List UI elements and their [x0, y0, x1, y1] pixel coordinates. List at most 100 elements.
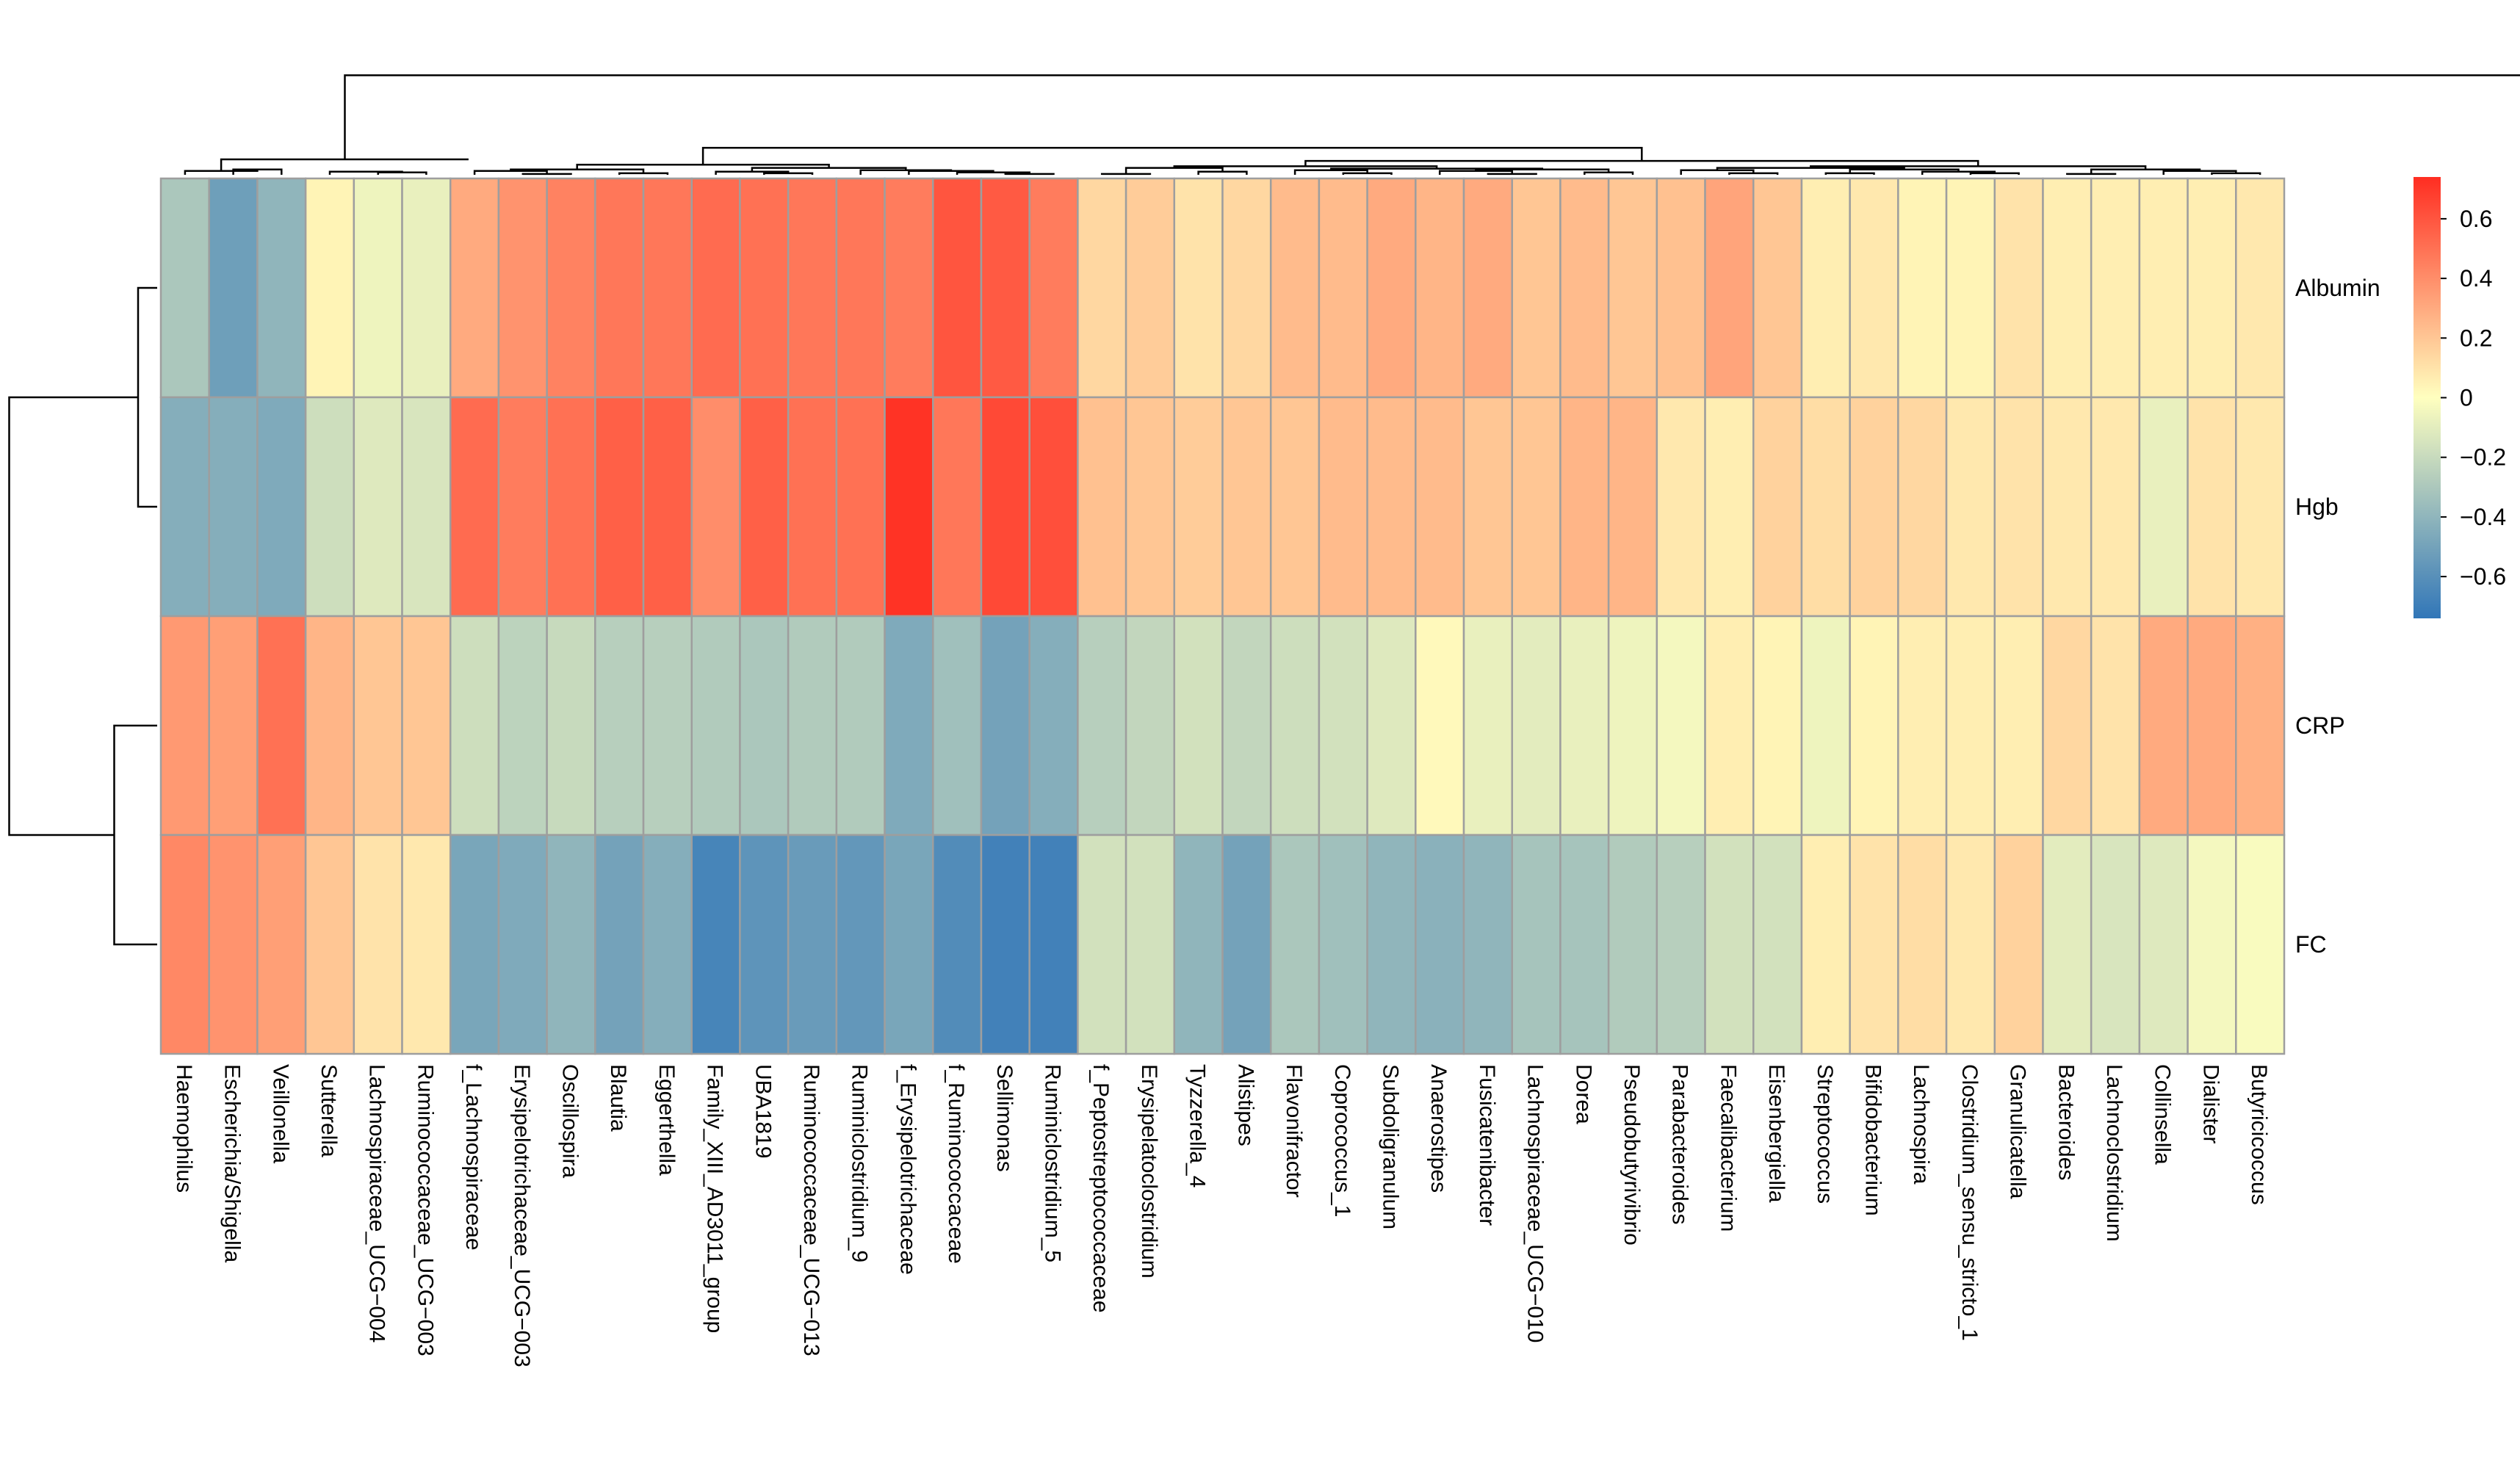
heatmap-cell — [690, 834, 741, 1055]
heatmap-cell — [1607, 834, 1658, 1055]
heatmap-cell — [594, 177, 645, 399]
heatmap-cell — [1269, 615, 1321, 836]
column-label: f_Lachnospiraceae — [461, 1064, 485, 1251]
row-label: CRP — [2295, 712, 2345, 739]
heatmap-cell — [2042, 834, 2093, 1055]
heatmap-cell — [594, 396, 645, 618]
heatmap-cell — [159, 396, 210, 618]
heatmap-cell — [2138, 396, 2189, 618]
heatmap-cell — [208, 615, 259, 836]
row-dendrogram — [8, 286, 157, 946]
row-label: Hgb — [2295, 494, 2339, 520]
heatmap-cell — [1511, 615, 1562, 836]
heatmap-cell — [884, 834, 934, 1055]
column-label: Clostridium_sensu_stricto_1 — [1957, 1064, 1982, 1341]
heatmap-cell — [1849, 834, 1899, 1055]
heatmap-cell — [1173, 177, 1224, 399]
column-label: Dorea — [1571, 1064, 1595, 1124]
column-label: Blautia — [606, 1064, 630, 1132]
heatmap-cell — [2187, 396, 2237, 618]
row-label: FC — [2295, 931, 2327, 958]
heatmap-cell — [2138, 615, 2189, 836]
heatmap-cell — [1897, 396, 1948, 618]
column-label: Ruminiclostridium_9 — [848, 1064, 872, 1262]
heatmap-cell — [1077, 177, 1127, 399]
column-label: f_Ruminococcaceae — [944, 1064, 968, 1264]
heatmap-cell — [304, 396, 355, 618]
heatmap-cell — [2138, 177, 2189, 399]
heatmap-cell — [932, 834, 983, 1055]
heatmap-cell — [835, 834, 886, 1055]
column-label: Erysipelotrichaceae_UCG−003 — [510, 1064, 534, 1367]
heatmap-cell — [739, 834, 790, 1055]
column-label: Bifidobacterium — [1861, 1064, 1885, 1216]
heatmap-cell — [1077, 615, 1127, 836]
row-dendrogram-branch — [113, 724, 157, 946]
column-label: Lachnospiraceae_UCG−004 — [365, 1064, 389, 1342]
heatmap-cell — [2187, 177, 2237, 399]
heatmap-cell — [497, 834, 548, 1055]
heatmap-cell — [1221, 396, 1272, 618]
heatmap-cell — [353, 834, 403, 1055]
row-labels: Albumin Hgb CRP FC — [2295, 275, 2380, 958]
heatmap-cell — [642, 177, 693, 399]
heatmap-cell — [835, 177, 886, 399]
heatmap-cell — [1607, 396, 1658, 618]
heatmap-cell — [497, 396, 548, 618]
legend-tick-label: 0.6 — [2460, 206, 2492, 232]
legend-tick-label: 0 — [2460, 385, 2473, 411]
heatmap-cell — [159, 834, 210, 1055]
heatmap-cell — [208, 834, 259, 1055]
heatmap-cell — [1415, 177, 1465, 399]
column-label: Family_XIII_AD3011_group — [703, 1064, 727, 1333]
heatmap-cell — [1800, 396, 1851, 618]
heatmap-cell — [497, 615, 548, 836]
column-label: Subdoligranulum — [1379, 1064, 1403, 1229]
heatmap-cell — [980, 177, 1030, 399]
heatmap-cell — [1849, 615, 1899, 836]
heatmap-cell — [304, 177, 355, 399]
heatmap-cell — [401, 834, 452, 1055]
heatmap-cell — [1124, 177, 1176, 399]
column-label: Tyzzerella_4 — [1185, 1064, 1210, 1188]
column-dendrogram-branch — [377, 171, 427, 175]
column-label: Alistipes — [1233, 1064, 1257, 1146]
heatmap-cell — [690, 396, 741, 618]
heatmap-cell — [1993, 177, 2044, 399]
heatmap-cell — [1897, 615, 1948, 836]
heatmap-cell — [1124, 396, 1176, 618]
heatmap-cell — [1221, 177, 1272, 399]
heatmap-cell — [1318, 177, 1368, 399]
heatmap-cell — [1656, 834, 1706, 1055]
heatmap-cell — [304, 834, 355, 1055]
column-label: Lachnospiraceae_UCG−010 — [1523, 1064, 1548, 1342]
column-dendrogram-branch — [1342, 172, 1393, 175]
heatmap-cell — [1752, 834, 1803, 1055]
column-dendrogram-branch — [2066, 173, 2117, 176]
heatmap-cell — [1559, 177, 1610, 399]
heatmap-cell — [2138, 834, 2189, 1055]
color-legend: 0.6 0.4 0.2 0 −0.2 −0.4 −0.6 — [2414, 177, 2506, 618]
heatmap-cell — [1704, 834, 1755, 1055]
column-dendrogram-branch — [1100, 173, 1152, 176]
heatmap-cell — [787, 396, 838, 618]
column-label: Haemophilus — [172, 1064, 196, 1193]
heatmap-cell — [1849, 396, 1899, 618]
heatmap-cell — [2235, 615, 2286, 836]
column-label: Pseudobutyrivibrio — [1620, 1064, 1644, 1246]
heatmap-cell — [739, 177, 790, 399]
heatmap-cell — [980, 396, 1030, 618]
heatmap-cell — [1993, 396, 2044, 618]
heatmap-cell — [2187, 834, 2237, 1055]
heatmap-cell — [1028, 177, 1079, 399]
heatmap-cell — [690, 615, 741, 836]
heatmap-cell — [1800, 615, 1851, 836]
heatmap-cell — [690, 177, 741, 399]
heatmap-cell — [256, 834, 307, 1055]
heatmap-cell — [1993, 834, 2044, 1055]
heatmap-cell — [1124, 615, 1176, 836]
heatmap-cell — [1752, 396, 1803, 618]
heatmap-cell — [2042, 396, 2093, 618]
heatmap-cell — [2187, 615, 2237, 836]
heatmap-cell — [1704, 396, 1755, 618]
